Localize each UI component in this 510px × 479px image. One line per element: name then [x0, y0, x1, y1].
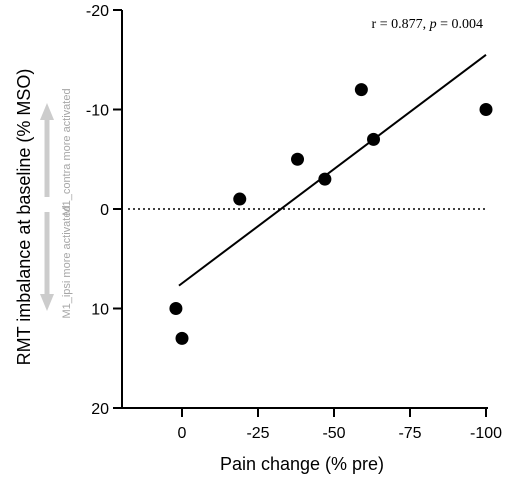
data-point [367, 132, 381, 146]
x-tick-label: -100 [470, 425, 502, 442]
upper-side-note: M1_contra more activated [40, 88, 73, 216]
lower-side-note: M1_ipsi more activated [40, 205, 73, 319]
x-axis-ticks: 0 -25 -50 -75 -100 [178, 408, 502, 442]
r-value-text: r = 0.877, [372, 17, 430, 32]
down-arrow-head [40, 294, 54, 311]
data-point [479, 103, 493, 116]
upper-side-note-text: M1_contra more activated [61, 88, 73, 215]
y-tick-label: -10 [86, 103, 109, 120]
x-tick-label: -25 [246, 425, 269, 442]
p-symbol: p [429, 17, 437, 32]
regression-line [178, 53, 487, 287]
p-value-text: = 0.004 [437, 17, 483, 32]
y-axis-ticks: -20 -10 0 10 20 [86, 3, 122, 418]
data-point [354, 83, 368, 97]
data-point [175, 331, 189, 345]
up-arrow-head [40, 103, 54, 120]
data-point [291, 152, 305, 166]
y-tick-label: -20 [86, 3, 109, 20]
lower-side-note-text: M1_ipsi more activated [61, 205, 73, 318]
data-points [169, 83, 493, 345]
y-tick-label: 20 [91, 401, 109, 418]
data-point [318, 172, 332, 186]
x-tick-label: -50 [322, 425, 345, 442]
data-point [233, 192, 247, 206]
x-tick-label: -75 [398, 425, 421, 442]
y-axis-title: RMT imbalance at baseline (% MSO) [14, 69, 34, 366]
x-axis-title: Pain change (% pre) [220, 454, 384, 474]
data-point [169, 302, 183, 315]
y-tick-label: 10 [91, 302, 109, 319]
y-tick-label: 0 [100, 202, 109, 219]
x-tick-label: 0 [178, 425, 187, 442]
correlation-annotation: r = 0.877, p = 0.004 [372, 17, 483, 32]
